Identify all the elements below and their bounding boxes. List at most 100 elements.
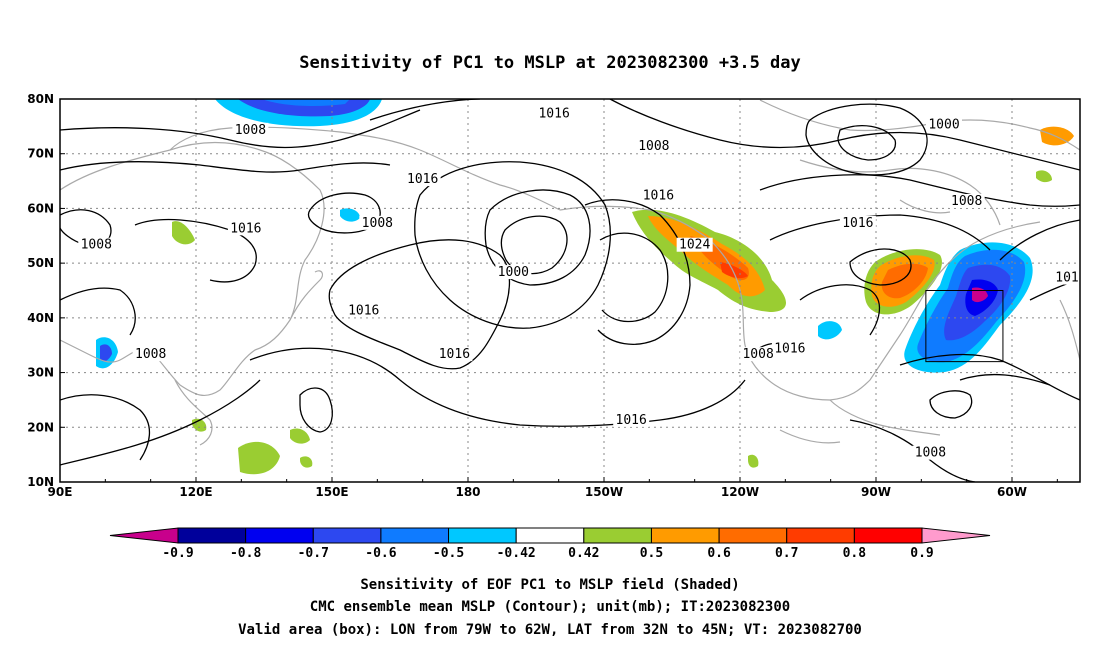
lon-tick-label: 150E (315, 485, 348, 499)
contour-label-bg (912, 445, 949, 460)
shaded-field (96, 99, 1074, 475)
colorbar-swatch (177, 527, 247, 544)
contour-label: 1008 (951, 194, 982, 209)
shade-patch-caribbean (748, 454, 759, 468)
lat-tick-label: 50N (27, 256, 54, 270)
colorbar-label: -0.9 (162, 546, 193, 561)
lat-tick-label: 40N (27, 311, 54, 325)
caption-line-2: CMC ensemble mean MSLP (Contour); unit(m… (310, 599, 790, 615)
contour-label: 1016 (407, 172, 438, 187)
caption-line-3: Valid area (box): LON from 79W to 62W, L… (238, 622, 862, 638)
colorbar-label: -0.7 (298, 546, 329, 561)
shade-patch-kamchatka (340, 208, 360, 222)
colorbar-low-end (109, 527, 179, 544)
lon-tick-label: 180 (455, 485, 480, 499)
colorbar-swatch (583, 527, 652, 544)
colorbar-label: 0.6 (707, 546, 731, 561)
shade-patch-southchina-core (100, 344, 112, 362)
lon-tick-label: 120E (179, 485, 212, 499)
lat-tick-label: 60N (27, 201, 54, 215)
contour-label-bg (676, 237, 713, 252)
colorbar-label: 0.5 (640, 546, 663, 561)
colorbar-label: -0.6 (365, 546, 396, 561)
colorbar-swatch (245, 527, 314, 544)
shade-atlantic-positive-core (881, 263, 928, 299)
shade-patch-greenland2 (1036, 170, 1052, 183)
contour-label: 1016 (842, 216, 873, 231)
shade-patch-pacific1 (238, 441, 280, 475)
axis-ticks: 90E 120E 150E 180 150W 120W 90W 60W 10N 20N 30N 40N… (27, 92, 1058, 499)
contour-label-bg (78, 237, 115, 252)
colorbar-label: 0.9 (910, 546, 933, 561)
contour-label-bg (345, 303, 382, 318)
contour-label-bg (948, 193, 985, 208)
contour-label-bg (926, 117, 962, 132)
colorbar-swatch (380, 527, 450, 544)
contour-label: 1008 (362, 216, 393, 231)
contour-label-bg (640, 188, 677, 203)
shade-atlantic-negative-core3 (972, 287, 988, 303)
shade-arctic-negative-core2 (262, 99, 350, 107)
colorbar-swatch (650, 527, 720, 544)
colorbar-label: -0.42 (497, 546, 536, 561)
contour-label: 1016 (230, 221, 261, 236)
colorbar-label: 0.42 (568, 546, 599, 561)
contour-label: 1008 (235, 123, 266, 138)
contour-label-bg (359, 215, 396, 230)
colorbar-swatch (853, 527, 923, 544)
colorbar-label: 0.8 (843, 546, 867, 561)
lat-tick-label: 30N (27, 366, 54, 380)
colorbar-high-end (921, 527, 991, 544)
map-frame (59, 98, 1081, 483)
lat-tick-label: 10N (27, 475, 54, 489)
contour-label: 1024 (679, 238, 710, 253)
lon-tick-label: 150W (585, 485, 623, 499)
lat-tick-label: 70N (27, 147, 54, 161)
contour-label-bg (740, 347, 777, 362)
contour-label: 1000 (928, 117, 959, 132)
colorbar-swatch (312, 527, 382, 544)
colorbar-swatch (786, 527, 855, 544)
contour-label-bg (536, 106, 573, 121)
lon-tick-label: 60W (997, 485, 1027, 499)
colorbar-label: -0.5 (433, 546, 464, 561)
shade-patch-asia (172, 221, 195, 245)
lon-tick-label: 90W (861, 485, 891, 499)
contour-label: 1016 (774, 342, 805, 357)
lat-tick-label: 20N (27, 420, 54, 434)
colorbar-label: 0.7 (775, 546, 798, 561)
contour-label-bg (495, 265, 532, 280)
figure-title: Sensitivity of PC1 to MSLP at 2023082300… (299, 53, 801, 73)
colorbar-swatch (718, 527, 788, 544)
contour-label: 1008 (742, 347, 773, 362)
contour-label-bg (839, 215, 876, 230)
lon-tick-label: 120W (721, 485, 759, 499)
contour-label-bg (613, 412, 650, 427)
contour-label-bg (404, 172, 441, 187)
contour-label-bg (132, 347, 169, 362)
shade-pacific-positive-core2 (720, 262, 748, 279)
contour-label-bg (771, 341, 808, 356)
contour-label-bg (635, 139, 672, 154)
contour-label-bg (227, 221, 264, 236)
lat-tick-label: 80N (27, 92, 54, 106)
lon-tick-label: 90E (48, 485, 73, 499)
contour-label-bg (232, 122, 269, 137)
shade-patch-gulf (818, 321, 842, 340)
contour-label: 1008 (135, 347, 166, 362)
contour-label: 1016 (616, 413, 647, 428)
colorbar: -0.9 -0.8 -0.7 -0.6 -0.5 -0.42 0.42 0.5 0.6 0.7 0.… (109, 527, 991, 561)
lat-lon-grid (60, 99, 1080, 482)
shade-patch-pacific4 (300, 456, 313, 468)
contour-label-bg (1052, 270, 1080, 285)
contour-label: 1016 (538, 106, 569, 121)
colorbar-label: -0.8 (230, 546, 261, 561)
contour-label: 1008 (915, 446, 946, 461)
contour-label: 1008 (81, 238, 112, 253)
valid-area-box (925, 290, 1004, 363)
mslp-contours (60, 99, 1080, 482)
caption-line-1: Sensitivity of EOF PC1 to MSLP field (Sh… (360, 577, 739, 593)
contour-label: 1016 (1055, 271, 1086, 286)
